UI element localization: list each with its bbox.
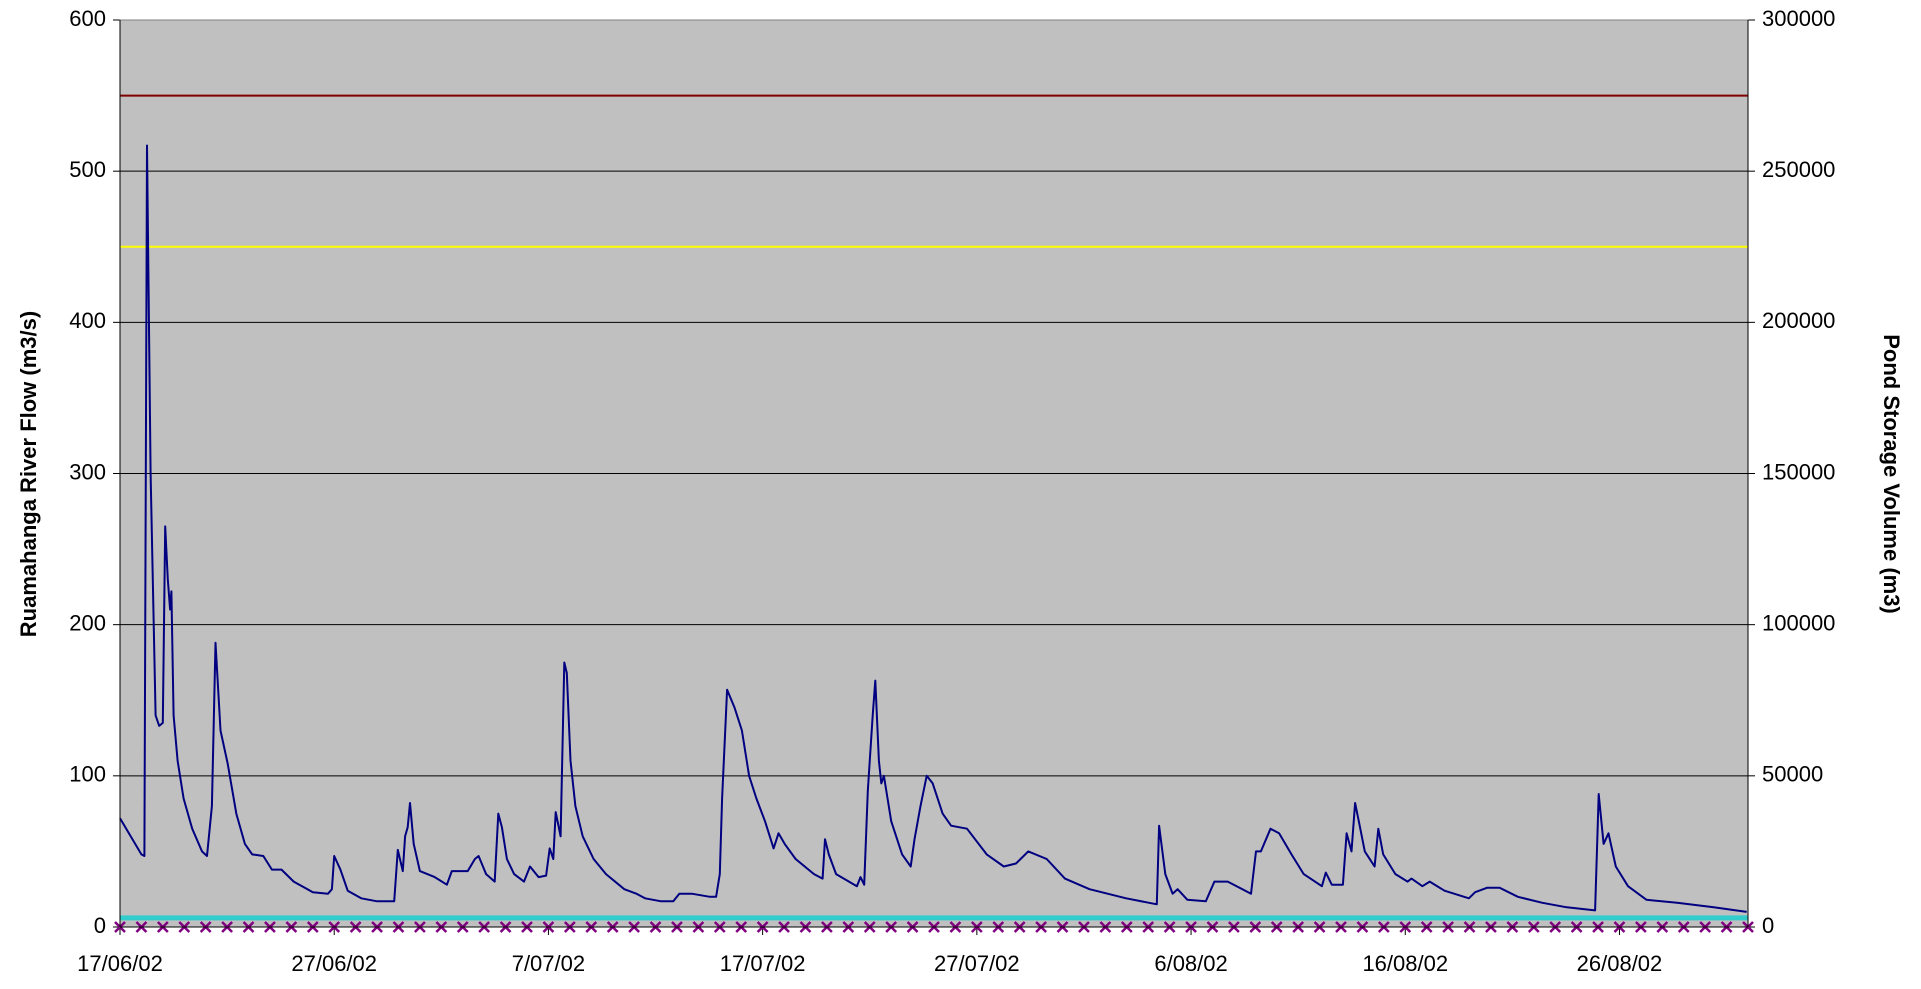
y2-tick-label: 150000	[1762, 459, 1835, 484]
x-tick-label: 17/06/02	[77, 951, 163, 976]
x-tick-label: 27/06/02	[291, 951, 377, 976]
y-tick-label: 600	[69, 6, 106, 31]
x-tick-label: 26/08/02	[1577, 951, 1663, 976]
y2-tick-label: 300000	[1762, 6, 1835, 31]
x-tick-label: 16/08/02	[1362, 951, 1448, 976]
data-line	[119, 144, 1747, 913]
x-tick-label: 17/07/02	[720, 951, 806, 976]
x-tick-label: 7/07/02	[512, 951, 585, 976]
x-tick-label: 6/08/02	[1154, 951, 1227, 976]
y-tick-label: 400	[69, 308, 106, 333]
x-tick-label: 27/07/02	[934, 951, 1020, 976]
y-tick-label: 200	[69, 610, 106, 635]
y2-tick-label: 100000	[1762, 610, 1835, 635]
y-tick-label: 100	[69, 762, 106, 787]
y2-tick-label: 200000	[1762, 308, 1835, 333]
y-axis-label: Ruamahanga River Flow (m3/s)	[16, 311, 41, 637]
y2-tick-label: 250000	[1762, 157, 1835, 182]
y-tick-label: 300	[69, 459, 106, 484]
y-tick-label: 0	[94, 913, 106, 938]
y2-tick-label: 50000	[1762, 762, 1823, 787]
y-tick-label: 500	[69, 157, 106, 182]
y2-tick-label: 0	[1762, 913, 1774, 938]
y2-axis-label: Pond Storage Volume (m3)	[1879, 334, 1904, 614]
